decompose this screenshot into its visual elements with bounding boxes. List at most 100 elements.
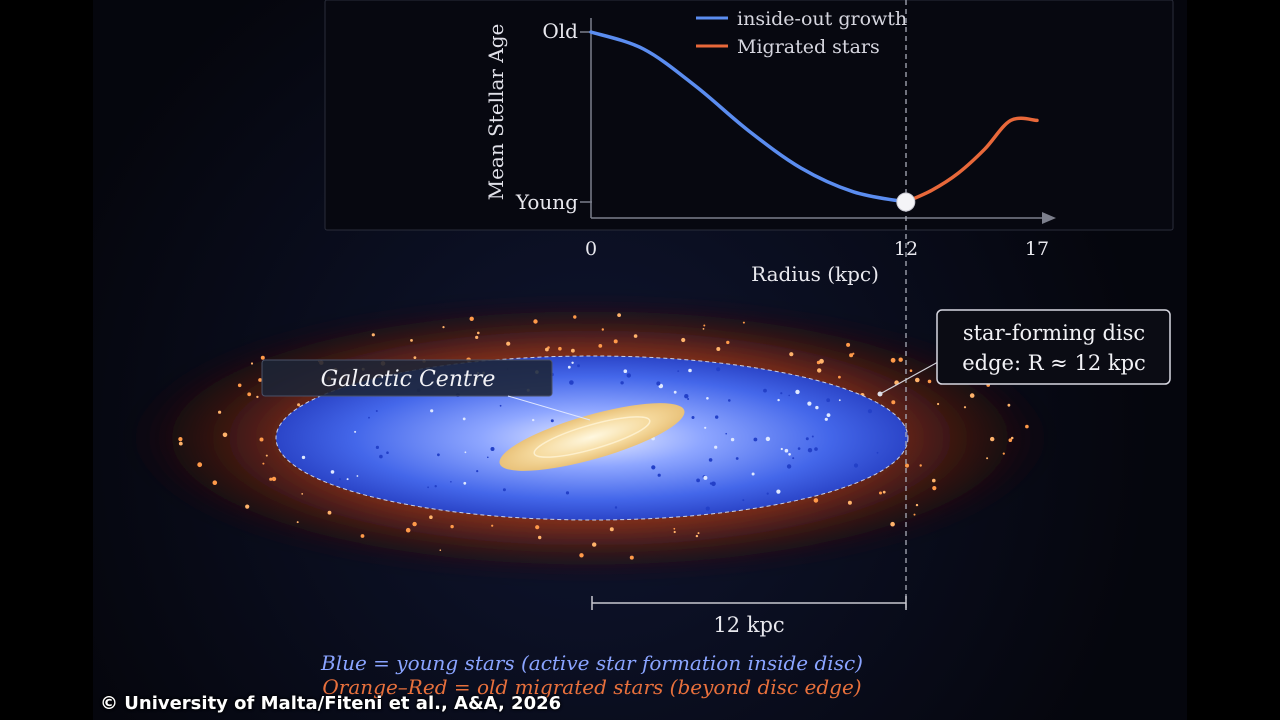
disc-star [784, 448, 789, 453]
halo-star [990, 436, 995, 442]
disc-star [826, 398, 831, 403]
disc-star [776, 489, 781, 494]
disc-star [623, 369, 628, 374]
disc-star [463, 481, 467, 485]
halo-star [852, 352, 855, 355]
disc-star [735, 457, 739, 460]
disc-star [814, 447, 818, 451]
scale-bar-label: 12 kpc [713, 613, 784, 637]
halo-star [296, 521, 299, 524]
disc-star [788, 394, 790, 397]
disc-star [476, 470, 479, 473]
halo-star [535, 525, 540, 530]
disc-star [386, 451, 389, 455]
disc-star [797, 447, 801, 450]
disc-star [487, 456, 489, 459]
disc-star [728, 399, 731, 402]
halo-star [573, 315, 577, 319]
disc-star [706, 397, 709, 400]
disc-star [379, 454, 383, 459]
disc-edge-marker [896, 192, 916, 212]
x-axis-label: Radius (kpc) [751, 262, 879, 286]
disc-star [677, 370, 680, 372]
x-tick-label-17: 17 [1025, 238, 1049, 260]
galactic-core [499, 403, 685, 471]
disc-star [811, 435, 814, 438]
halo-star [909, 369, 913, 373]
disc-star [687, 398, 690, 400]
halo-star [789, 352, 794, 357]
halo-star [538, 535, 542, 540]
halo-star [937, 402, 940, 406]
disc-star [684, 394, 689, 399]
halo-star [838, 375, 841, 379]
halo-star [571, 348, 575, 353]
halo-star [716, 347, 721, 351]
disc-star [838, 399, 841, 402]
disc-star [826, 413, 831, 417]
disc-star [656, 381, 661, 386]
halo-star [813, 498, 819, 503]
disc-star [815, 405, 819, 410]
halo-star [1002, 452, 1005, 455]
halo-star [969, 393, 975, 398]
disc-star [763, 388, 767, 393]
halo-star [371, 333, 375, 337]
halo-star [1007, 403, 1011, 407]
edge-callout-box [936, 309, 1171, 385]
disc-star [375, 410, 378, 412]
disc-star [742, 499, 745, 502]
halo-star [265, 454, 268, 457]
halo-star [879, 491, 882, 495]
disc-star [330, 470, 335, 474]
caption-orange: Orange–Red = old migrated stars (beyond … [322, 675, 861, 699]
halo-star [178, 441, 183, 446]
disc-star [711, 481, 716, 487]
disc-star [751, 472, 755, 476]
halo-star [579, 553, 584, 558]
disc-star [691, 416, 695, 419]
halo-star [405, 527, 411, 533]
halo-star [1008, 438, 1013, 443]
y-tick-label-young: Young [515, 190, 578, 214]
halo-star [477, 331, 480, 335]
disc-star [301, 455, 306, 460]
halo-star [429, 515, 433, 519]
disc-star [705, 506, 710, 511]
halo-star [932, 486, 937, 491]
disc-star [765, 436, 771, 442]
halo-star [681, 337, 686, 343]
halo-star [817, 368, 822, 373]
disc-star [753, 437, 758, 442]
plot-panel [324, 0, 1174, 231]
disc-star [354, 430, 357, 433]
disc-star [499, 404, 502, 407]
right-pillarbox [1187, 0, 1280, 720]
disc-star [532, 418, 535, 422]
centre-label-box [261, 359, 553, 397]
disc-star [696, 478, 700, 483]
halo-star [256, 395, 259, 399]
edge-callout-line2: edge: R ≈ 12 kpc [962, 351, 1146, 375]
halo-star [673, 527, 676, 530]
image-credit: © University of Malta/Fiteni et al., A&A… [100, 693, 562, 714]
disc-star [571, 361, 574, 364]
disc-star [569, 380, 574, 385]
halo-star [247, 392, 252, 397]
halo-star [847, 500, 852, 505]
halo-star [250, 362, 254, 365]
halo-star [269, 477, 273, 481]
halo-star [963, 406, 967, 409]
series-migrated-stars [904, 116, 1039, 204]
disc-star [577, 364, 580, 368]
disc-star [708, 458, 713, 462]
disc-star [464, 451, 467, 454]
disc-star [490, 447, 495, 451]
disc-star [338, 478, 342, 481]
halo-star [601, 328, 604, 331]
left-pillarbox [0, 0, 93, 720]
disc-star [824, 417, 828, 421]
halo-star [413, 356, 417, 359]
halo-star [260, 355, 265, 360]
disc-star [565, 491, 570, 495]
